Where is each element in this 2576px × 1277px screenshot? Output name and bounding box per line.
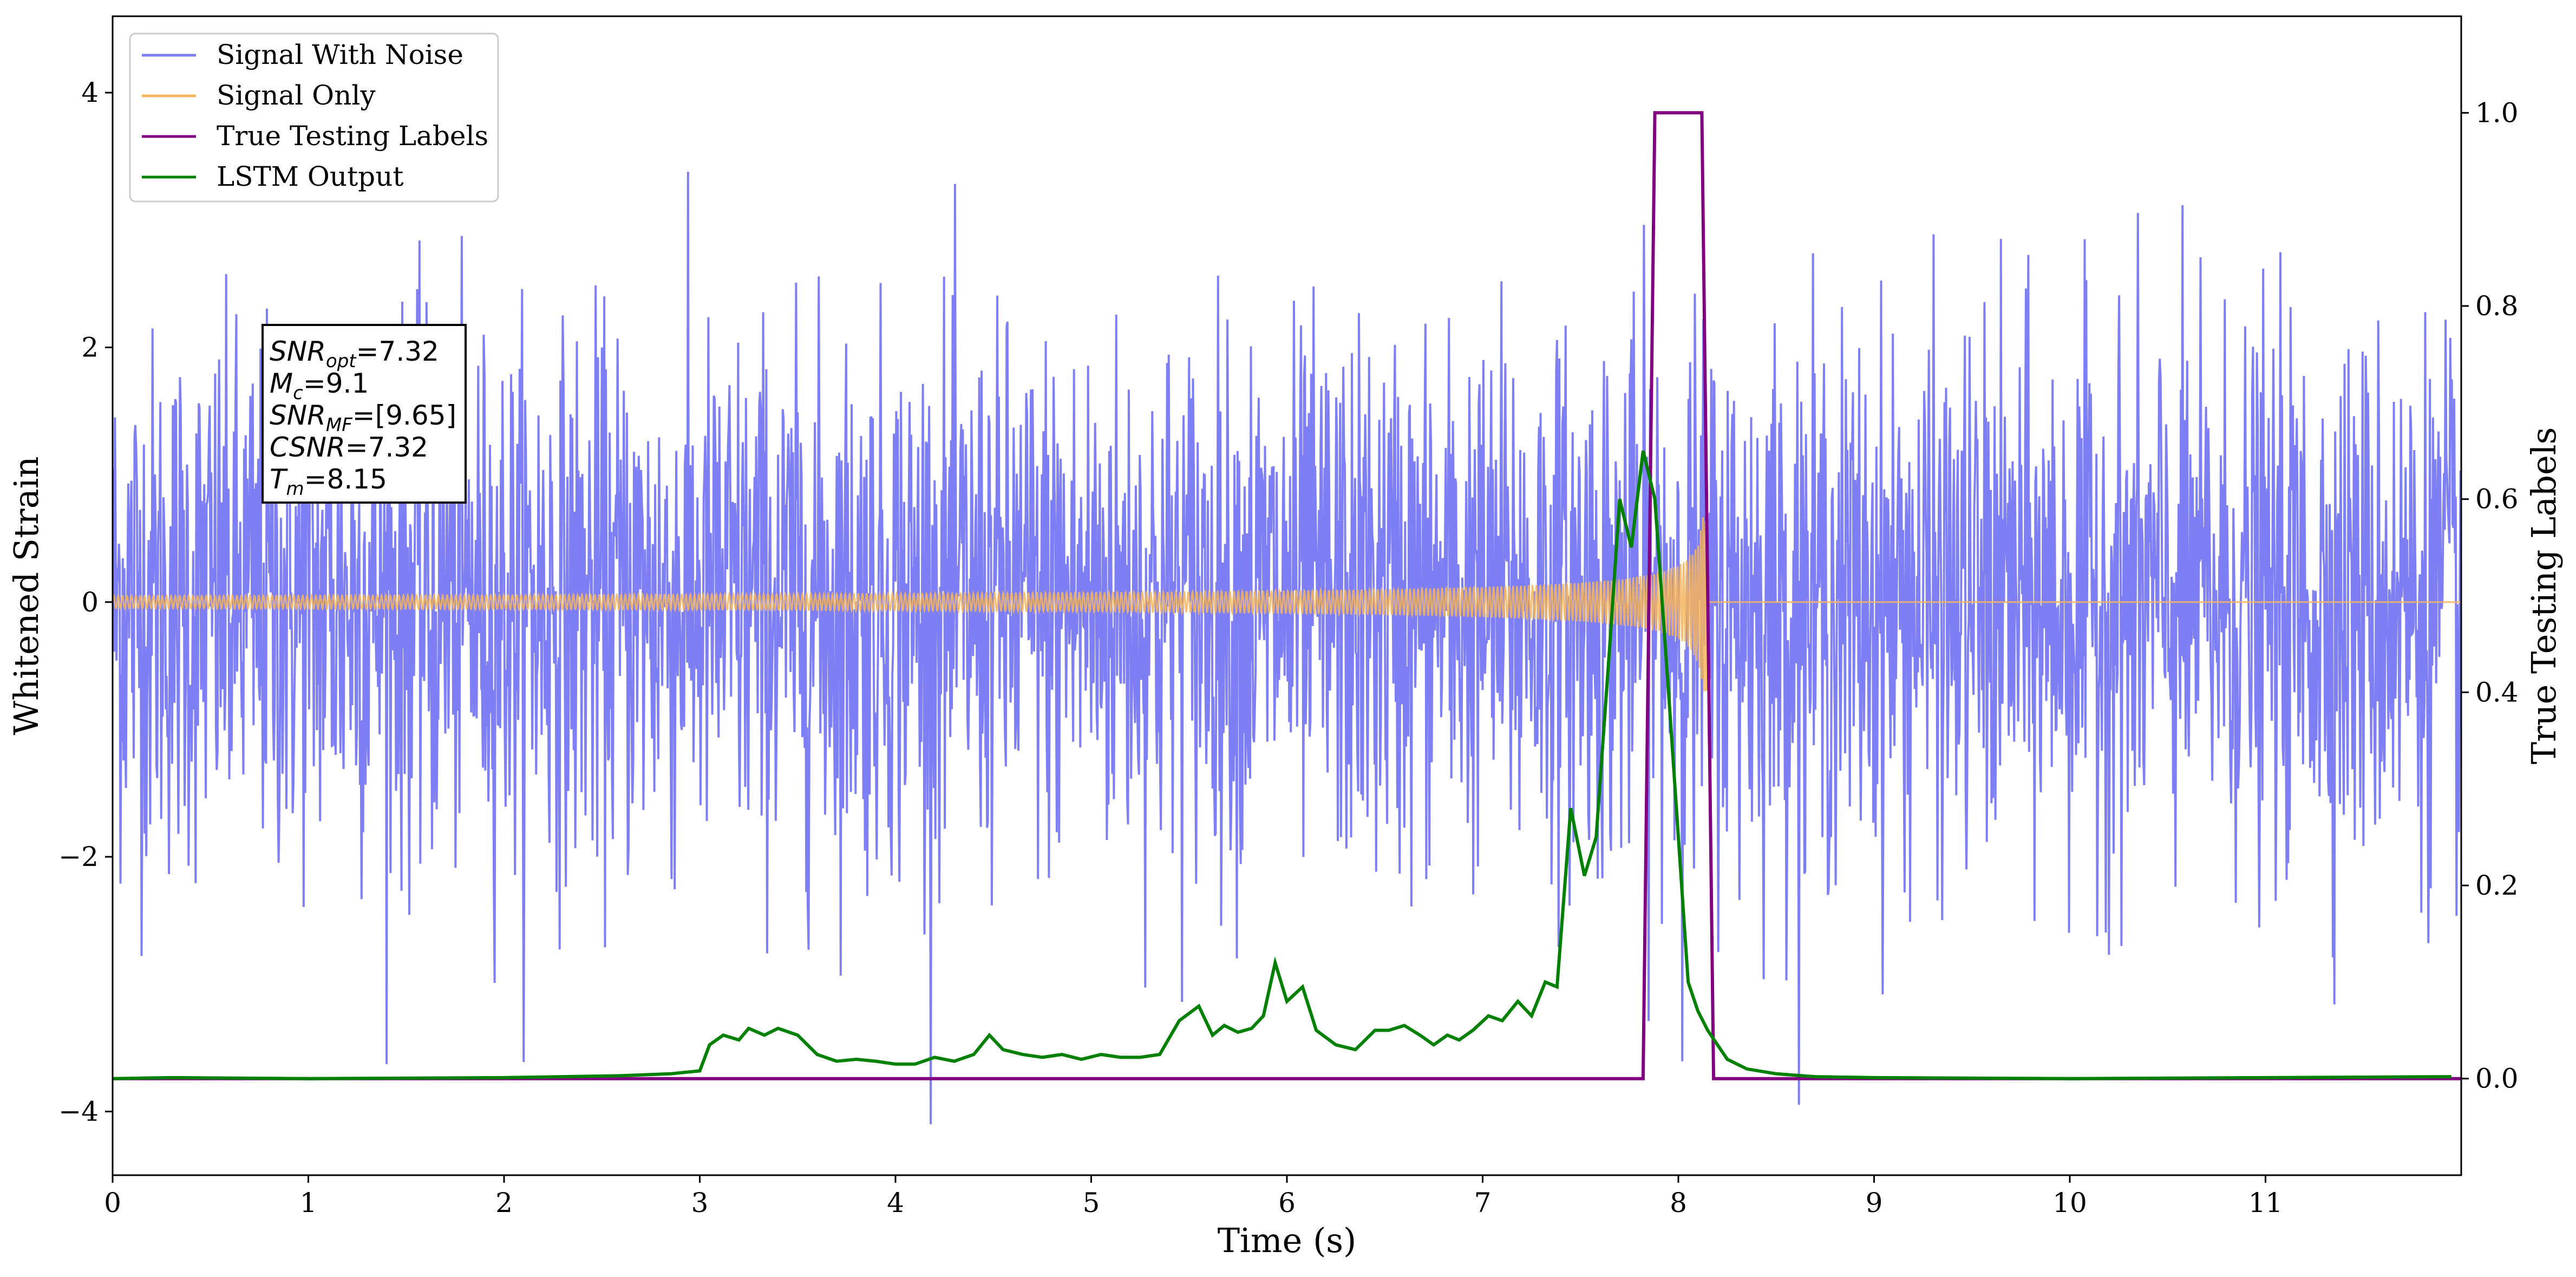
annotation-line: Tm=8.15 <box>270 464 387 500</box>
annotation-frame <box>261 324 467 504</box>
y2-tick-label: 0.0 <box>2475 1063 2519 1094</box>
signal-series-layer <box>113 514 2461 692</box>
legend-label-lstm: LSTM Output <box>217 161 403 192</box>
y-axis-label: Whitened Strain <box>6 457 46 735</box>
y-tick-label: 4 <box>81 77 99 108</box>
y-axis-left: −4 −2 0 2 4 <box>58 77 113 1127</box>
legend-label-labels: True Testing Labels <box>217 120 488 152</box>
x-tick-label: 1 <box>300 1187 317 1219</box>
y2-axis-label: True Testing Labels <box>2524 427 2564 765</box>
series-lstm-output <box>113 450 2451 1080</box>
annotation-line: SNRMF=[9.65] <box>270 400 456 436</box>
lstm-series-layer <box>113 450 2451 1080</box>
legend-box <box>129 32 499 203</box>
x-tick-label: 6 <box>1278 1187 1296 1219</box>
series-signal-only <box>113 514 2461 692</box>
annotation-lines: SNRopt=7.32Mc=9.1SNRMF=[9.65]CSNR=7.32Tm… <box>270 336 456 500</box>
x-tick-label: 10 <box>2052 1187 2087 1219</box>
x-tick-label: 3 <box>691 1187 709 1219</box>
annotation-box: SNRopt=7.32Mc=9.1SNRMF=[9.65]CSNR=7.32Tm… <box>261 324 467 504</box>
x-axis: 0 1 2 3 4 5 6 7 8 9 10 11 <box>104 1175 2283 1219</box>
x-tick-label: 11 <box>2248 1187 2283 1219</box>
x-tick-label: 2 <box>495 1187 513 1219</box>
y2-tick-label: 0.4 <box>2475 676 2519 708</box>
legend: Signal With Noise Signal Only True Testi… <box>129 32 499 203</box>
x-axis-label: Time (s) <box>1218 1221 1357 1260</box>
y-tick-label: 0 <box>81 587 99 618</box>
x-tick-label: 8 <box>1670 1187 1687 1219</box>
y-tick-label: −2 <box>58 841 99 872</box>
y-tick-label: −4 <box>58 1096 99 1127</box>
x-tick-label: 4 <box>887 1187 904 1219</box>
y2-tick-label: 0.6 <box>2475 484 2519 515</box>
annotation-line: CSNR=7.32 <box>270 432 428 463</box>
x-tick-label: 5 <box>1083 1187 1100 1219</box>
y2-tick-label: 1.0 <box>2475 97 2519 128</box>
legend-label-signal: Signal Only <box>217 80 376 111</box>
y-tick-label: 2 <box>81 331 99 363</box>
x-tick-label: 0 <box>104 1187 121 1219</box>
y-axis-right: 0.0 0.2 0.4 0.6 0.8 1.0 <box>2461 97 2519 1094</box>
legend-label-noise: Signal With Noise <box>217 39 463 70</box>
y2-tick-label: 0.2 <box>2475 870 2519 901</box>
x-tick-label: 7 <box>1474 1187 1492 1219</box>
x-tick-label: 9 <box>1866 1187 1883 1219</box>
annotation-line: SNRopt=7.32 <box>270 336 439 372</box>
annotation-line: Mc=9.1 <box>270 368 369 404</box>
y2-tick-label: 0.8 <box>2475 290 2519 322</box>
